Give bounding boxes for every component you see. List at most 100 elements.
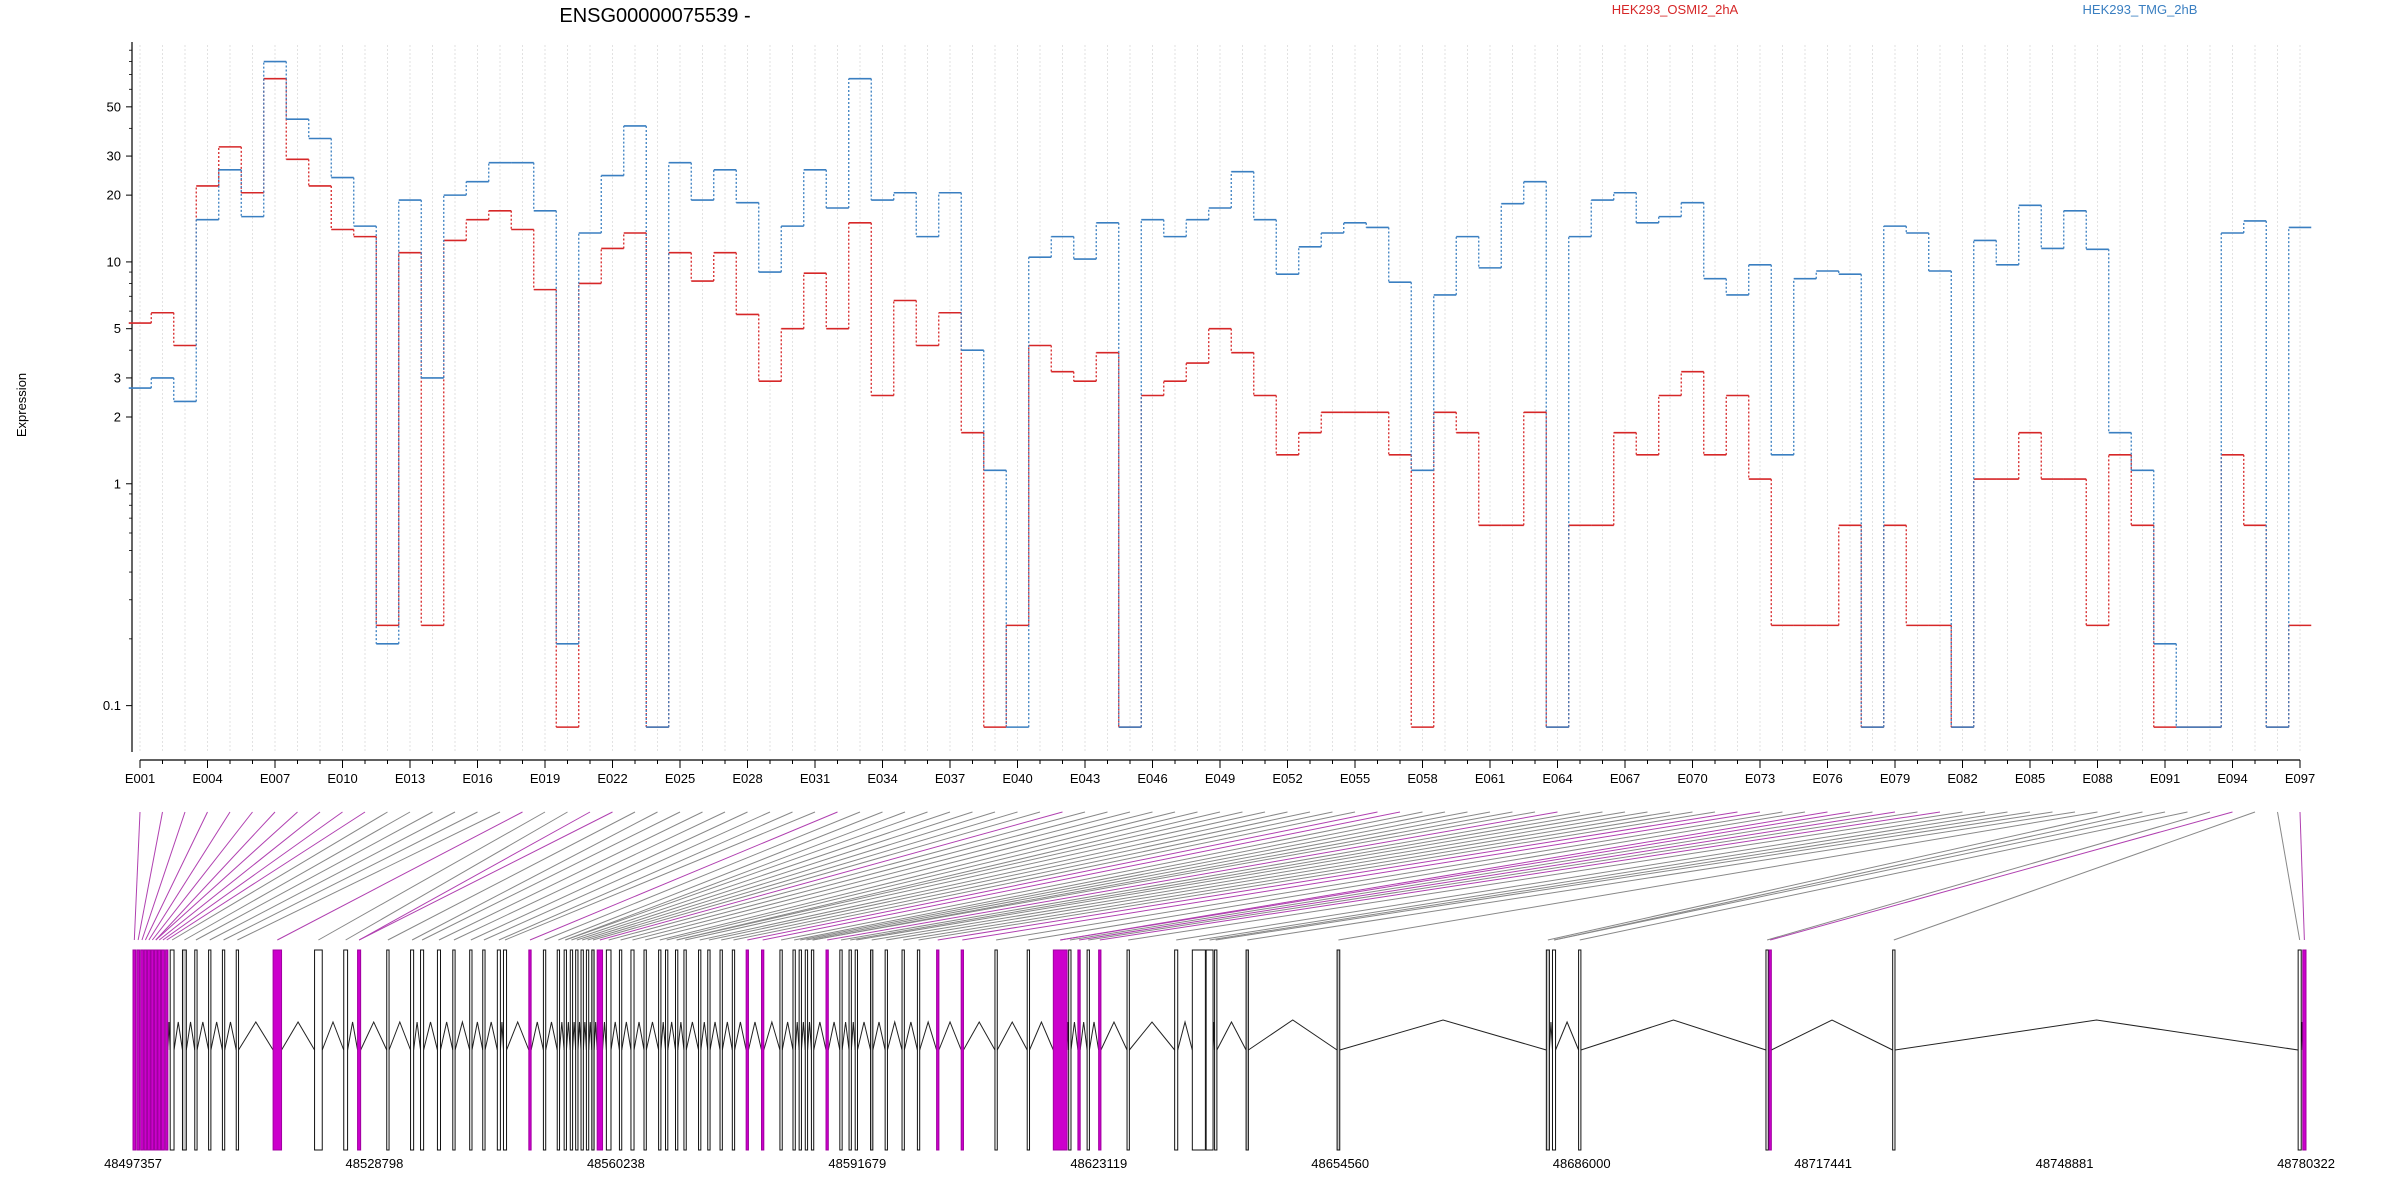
exon-connector: [780, 811, 1423, 941]
exon-connector: [1078, 811, 1896, 941]
x-tick-label: E058: [1407, 771, 1437, 786]
x-tick-label: E040: [1002, 771, 1032, 786]
exon: [707, 949, 711, 1151]
exon: [1214, 949, 1218, 1151]
exon: [596, 949, 604, 1151]
exon: [1551, 949, 1557, 1151]
intron: [734, 1021, 747, 1051]
exon: [160, 949, 165, 1151]
intron: [347, 1021, 359, 1051]
exon-connector: [358, 811, 613, 941]
intron: [645, 1021, 660, 1051]
x-tick-label: E043: [1070, 771, 1100, 786]
exon-connector: [1060, 811, 1828, 941]
genomic-axis-layer: 48497357 48528798 48560238 48591679 48623119…: [104, 1156, 2335, 1171]
x-tick-label: E025: [665, 771, 695, 786]
exon: [618, 949, 623, 1151]
legend-entry-tmg: HEK293_TMG_2hB: [2083, 2, 2198, 17]
intron: [850, 1021, 856, 1051]
intron: [360, 1020, 388, 1051]
exon-connector: [840, 811, 1581, 941]
x-tick-label: E073: [1745, 771, 1775, 786]
x-tick-label: E019: [530, 771, 560, 786]
exon: [2297, 949, 2302, 1151]
intron: [196, 1021, 210, 1051]
intron: [857, 1021, 872, 1051]
x-tick-label: E076: [1812, 771, 1842, 786]
exon-connector: [1547, 811, 2121, 941]
intron: [185, 1021, 196, 1051]
exon-connector: [666, 811, 1198, 941]
intron: [559, 1021, 565, 1051]
x-tick-label: E004: [192, 771, 222, 786]
exon-connector: [421, 811, 681, 941]
axes-layer: 0.1 1 2 3 5 10 20 30 50 E001 E004 E007 E010 E013 E016 E…: [103, 42, 2315, 786]
intron: [919, 1020, 938, 1051]
exon: [665, 949, 669, 1151]
exon-connector: [137, 811, 163, 941]
intron: [610, 1021, 620, 1051]
exon-connector: [812, 811, 1536, 941]
exon: [221, 949, 226, 1151]
exon: [420, 949, 425, 1151]
exon-connector: [1198, 811, 2008, 941]
exon-connector: [151, 811, 253, 941]
intron: [471, 1021, 484, 1051]
exon: [792, 949, 796, 1151]
exon-connector: [148, 811, 231, 941]
exon-connector: [708, 811, 1311, 941]
exon-connector: [1069, 811, 1873, 941]
exon-connector: [171, 811, 388, 941]
exon: [605, 949, 612, 1151]
exon: [810, 949, 815, 1151]
x-tick-label: E052: [1272, 771, 1302, 786]
intron: [423, 1021, 438, 1051]
intron: [1177, 1020, 1193, 1051]
exon: [731, 949, 736, 1151]
exon-connector: [453, 811, 726, 941]
exon-connector: [1088, 811, 1918, 941]
exon: [140, 949, 144, 1151]
intron: [1216, 1020, 1247, 1051]
exon: [884, 949, 888, 1151]
exon-connector: [794, 811, 1446, 941]
intron: [484, 1021, 498, 1051]
exon-connector: [1215, 811, 2053, 941]
x-tick-label: E001: [125, 771, 155, 786]
intron: [827, 1021, 841, 1051]
exon: [916, 949, 921, 1151]
x-tick-label: E016: [462, 771, 492, 786]
exon-connector-layer: [133, 811, 2305, 941]
exon-connector: [582, 811, 996, 941]
exon: [2302, 949, 2307, 1151]
intron: [700, 1021, 709, 1051]
exon: [936, 949, 940, 1151]
exon: [719, 949, 723, 1151]
y-tick-label: 0.1: [103, 698, 121, 713]
exon-connector: [1209, 811, 2031, 941]
x-tick-label: E079: [1880, 771, 1910, 786]
exon-connector: [608, 811, 1086, 941]
genomic-tick-label: 48560238: [587, 1156, 645, 1171]
genomic-tick-label: 48497357: [104, 1156, 162, 1171]
y-axis-label: Expression: [14, 373, 29, 437]
exon: [1068, 949, 1072, 1151]
exon-connector: [962, 811, 1761, 941]
exon: [386, 949, 390, 1151]
x-tick-label: E067: [1610, 771, 1640, 786]
exon: [683, 949, 687, 1151]
intron: [1580, 1019, 1767, 1051]
exon: [343, 949, 349, 1151]
exon: [580, 949, 584, 1151]
genomic-tick-label: 48686000: [1553, 1156, 1611, 1171]
exon: [542, 949, 547, 1151]
intron: [454, 1020, 471, 1051]
intron: [1555, 1020, 1580, 1051]
intron: [588, 1021, 593, 1051]
exon: [502, 949, 508, 1151]
exon-connector: [237, 811, 501, 941]
exon: [410, 949, 415, 1151]
exon-connector: [918, 811, 1716, 941]
exon: [1086, 949, 1090, 1151]
